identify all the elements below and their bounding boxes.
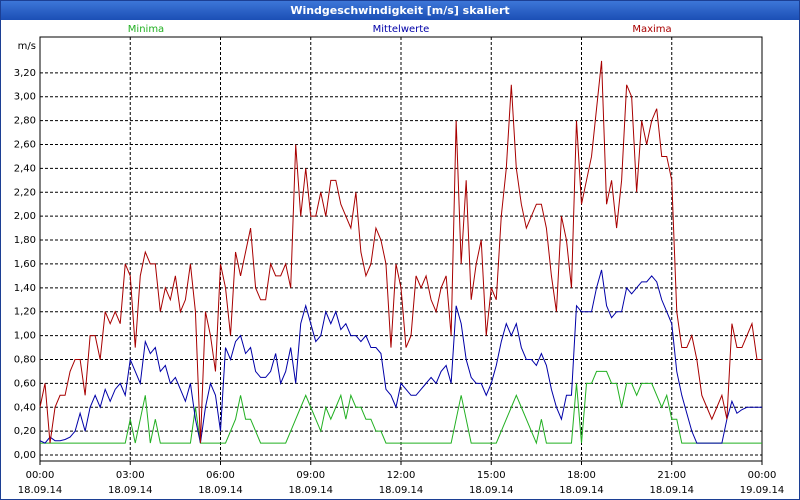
x-tick-date: 18.09.14 (198, 485, 243, 496)
legend-label: Minima (128, 24, 164, 35)
y-tick-label: 1,20 (14, 307, 36, 318)
y-tick-label: 2,20 (14, 187, 36, 198)
chart: m/s 0,00 0,20 0,40 0,60 0,80 1,00 1,20 1,40 1,60 1… (14, 24, 785, 496)
x-tick-label: 00:00 (26, 470, 55, 481)
x-tick-date: 18.09.14 (18, 485, 63, 496)
window-title: Windgeschwindigkeit [m/s] skaliert (1, 1, 799, 20)
y-tick-label: 1,60 (14, 259, 36, 270)
x-tick-date: 18.09.14 (288, 485, 333, 496)
series-line (39, 269, 762, 444)
x-tick-label: 12:00 (387, 470, 416, 481)
y-tick-label: 3,00 (14, 92, 36, 103)
x-tick-date: 18.09.14 (469, 485, 514, 496)
x-tick-label: 15:00 (477, 470, 506, 481)
y-tick-label: 3,20 (14, 68, 36, 79)
x-tick-label: 00:00 (748, 470, 777, 481)
y-tick-label: 1,40 (14, 283, 36, 294)
y-tick-label: 0,00 (14, 450, 36, 461)
x-tick-label: 06:00 (206, 470, 235, 481)
x-tick-label: 09:00 (296, 470, 325, 481)
y-tick-label: 2,80 (14, 116, 36, 127)
series-line (39, 60, 762, 444)
y-tick-label: 2,60 (14, 139, 36, 150)
x-tick-date: 18.09.14 (379, 485, 424, 496)
x-tick-date: 19.09.14 (740, 485, 785, 496)
y-tick-label: 2,00 (14, 211, 36, 222)
x-tick-date: 18.09.14 (559, 485, 604, 496)
x-tick-label: 18:00 (567, 470, 596, 481)
y-tick-label: 2,40 (14, 163, 36, 174)
y-tick-label: 0,80 (14, 354, 36, 365)
y-tick-label: 0,40 (14, 402, 36, 413)
x-tick-label: 03:00 (116, 470, 145, 481)
x-tick-label: 21:00 (657, 470, 686, 481)
legend-label: Mittelwerte (373, 24, 430, 35)
x-tick-date: 18.09.14 (649, 485, 694, 496)
y-axis-label: m/s (18, 41, 36, 52)
y-tick-label: 0,60 (14, 378, 36, 389)
y-tick-label: 1,80 (14, 235, 36, 246)
y-tick-label: 1,00 (14, 331, 36, 342)
x-tick-date: 18.09.14 (108, 485, 153, 496)
legend-label: Maxima (632, 24, 671, 35)
series-line (40, 370, 762, 445)
y-tick-label: 0,20 (14, 426, 36, 437)
